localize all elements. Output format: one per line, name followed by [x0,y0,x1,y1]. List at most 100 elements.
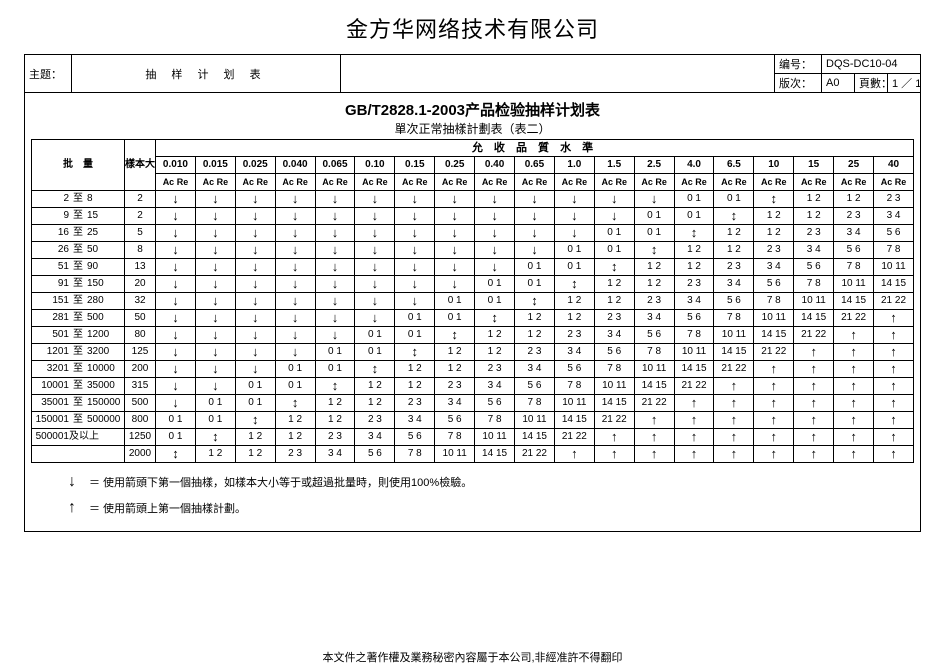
subject: 抽 样 计 划 表 [72,55,341,93]
plan-cell: 21 22 [794,327,834,344]
plan-cell: ↕ [634,242,674,259]
plan-cell: ↑ [754,446,794,463]
plan-cell: ↓ [156,225,196,242]
sample-size: 200 [125,361,156,378]
plan-cell: ↓ [315,310,355,327]
plan-cell: 1 2 [355,378,395,395]
plan-cell: 0 1 [315,361,355,378]
plan-cell: 5 6 [754,276,794,293]
plan-cell: ↑ [554,446,594,463]
plan-cell: ↑ [874,310,914,327]
plan-cell: 1 2 [195,446,235,463]
acre-header: Ac Re [235,174,275,191]
acre-header: Ac Re [594,174,634,191]
acre-header: Ac Re [634,174,674,191]
lot-range: 35001至150000 [32,395,125,412]
plan-cell: ↓ [275,225,315,242]
plan-cell: ↓ [156,395,196,412]
plan-cell: ↓ [235,242,275,259]
acre-header: Ac Re [195,174,235,191]
plan-cell: ↕ [594,259,634,276]
legend-up-icon: ↑ [61,499,83,517]
legend: ↓ ＝ 使用箭頭下第一個抽樣，如樣本大小等于或超過批量時，則使用100%檢驗。 … [31,463,914,517]
sample-size: 2 [125,208,156,225]
plan-cell: 0 1 [554,259,594,276]
plan-cell: ↓ [475,208,515,225]
plan-cell: ↓ [195,225,235,242]
title-sub: 單次正常抽樣計劃表（表二） [31,120,914,139]
plan-cell: ↑ [874,446,914,463]
plan-cell: ↓ [554,191,594,208]
aql-level: 0.010 [156,157,196,174]
plan-cell: ↓ [275,276,315,293]
plan-cell: ↓ [594,191,634,208]
plan-cell: 3 4 [355,429,395,446]
plan-cell: 10 11 [714,327,754,344]
plan-cell: 10 11 [475,429,515,446]
plan-cell: 5 6 [515,378,555,395]
plan-cell: 1 2 [794,191,834,208]
plan-cell: 5 6 [395,429,435,446]
plan-cell: 7 8 [634,344,674,361]
lot-range: 26至50 [32,242,125,259]
aql-level: 2.5 [634,157,674,174]
aql-level: 10 [754,157,794,174]
plan-cell: 1 2 [634,276,674,293]
plan-cell: 3 4 [315,446,355,463]
plan-cell: 0 1 [515,259,555,276]
plan-cell: ↓ [435,225,475,242]
plan-cell: ↕ [195,429,235,446]
plan-cell: 3 4 [674,293,714,310]
plan-cell: 2 3 [874,191,914,208]
plan-cell: 1 2 [754,208,794,225]
lot-range: 1201至3200 [32,344,125,361]
plan-cell: 5 6 [554,361,594,378]
plan-cell: 0 1 [355,344,395,361]
plan-cell: ↑ [634,446,674,463]
plan-cell: ↑ [754,361,794,378]
plan-cell: ↕ [475,310,515,327]
plan-cell: ↓ [515,225,555,242]
lot-range: 500001及以上 [32,429,125,446]
plan-cell: ↑ [794,446,834,463]
acre-header: Ac Re [834,174,874,191]
plan-cell: ↑ [834,412,874,429]
plan-cell: 5 6 [634,327,674,344]
plan-cell: ↑ [634,412,674,429]
plan-cell: 5 6 [834,242,874,259]
plan-cell: ↑ [834,395,874,412]
plan-cell: ↓ [235,327,275,344]
col-sample-size: 樣本大小 [125,140,156,191]
plan-cell: 7 8 [395,446,435,463]
acre-header: Ac Re [794,174,834,191]
plan-cell: ↑ [794,344,834,361]
plan-cell: 1 2 [554,293,594,310]
plan-cell: ↑ [874,344,914,361]
doc-header: 主题： 抽 样 计 划 表 编号： DQS-DC10-04 版次： A0 頁數：… [24,54,921,93]
plan-cell: 1 2 [714,242,754,259]
plan-cell: ↓ [475,225,515,242]
plan-cell: ↓ [156,259,196,276]
plan-cell: ↑ [794,361,834,378]
plan-cell: 14 15 [674,361,714,378]
plan-cell: 0 1 [435,310,475,327]
plan-cell: ↑ [834,361,874,378]
plan-cell: 0 1 [594,242,634,259]
plan-cell: ↓ [395,225,435,242]
plan-cell: ↑ [714,446,754,463]
plan-cell: ↕ [355,361,395,378]
plan-cell: ↓ [275,310,315,327]
plan-cell: ↓ [315,259,355,276]
plan-cell: 10 11 [754,310,794,327]
plan-cell: 0 1 [195,412,235,429]
aql-level: 1.0 [554,157,594,174]
content-box: GB/T2828.1-2003产品检验抽样计划表 單次正常抽樣計劃表（表二） 批… [24,93,921,532]
plan-cell: ↓ [315,208,355,225]
plan-cell: ↓ [195,361,235,378]
footer: 本文件之著作權及業務秘密內容屬于本公司,非經准許不得翻印 [0,649,945,665]
acre-header: Ac Re [156,174,196,191]
plan-cell: 0 1 [235,395,275,412]
plan-cell: 3 4 [475,378,515,395]
plan-cell: ↓ [355,208,395,225]
plan-cell: 7 8 [475,412,515,429]
